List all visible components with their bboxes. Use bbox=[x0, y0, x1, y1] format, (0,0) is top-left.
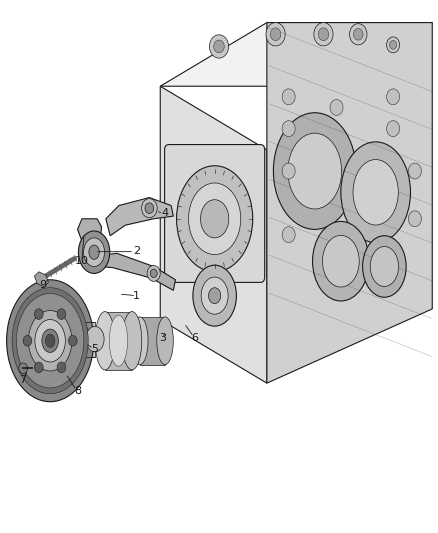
Ellipse shape bbox=[131, 317, 148, 365]
Text: 6: 6 bbox=[191, 333, 198, 343]
Ellipse shape bbox=[201, 277, 228, 314]
Circle shape bbox=[266, 22, 285, 46]
Ellipse shape bbox=[46, 334, 55, 348]
Ellipse shape bbox=[341, 142, 410, 243]
Ellipse shape bbox=[201, 200, 229, 238]
Circle shape bbox=[387, 120, 399, 136]
Circle shape bbox=[330, 100, 343, 115]
Ellipse shape bbox=[313, 221, 369, 301]
Text: 2: 2 bbox=[133, 246, 140, 256]
Ellipse shape bbox=[84, 238, 105, 266]
Ellipse shape bbox=[208, 288, 221, 304]
Ellipse shape bbox=[89, 245, 99, 260]
Ellipse shape bbox=[353, 159, 398, 225]
Circle shape bbox=[209, 35, 229, 58]
Circle shape bbox=[387, 89, 399, 105]
Ellipse shape bbox=[16, 294, 84, 388]
Polygon shape bbox=[78, 219, 102, 243]
Ellipse shape bbox=[71, 322, 89, 348]
Circle shape bbox=[68, 335, 77, 346]
Ellipse shape bbox=[288, 133, 342, 209]
Text: 7: 7 bbox=[19, 375, 26, 385]
Ellipse shape bbox=[86, 326, 104, 352]
Ellipse shape bbox=[193, 265, 237, 326]
Text: 10: 10 bbox=[75, 256, 89, 266]
Circle shape bbox=[350, 23, 367, 45]
Circle shape bbox=[150, 269, 157, 278]
Circle shape bbox=[282, 163, 295, 179]
Circle shape bbox=[35, 362, 43, 373]
Ellipse shape bbox=[363, 236, 406, 297]
Ellipse shape bbox=[322, 236, 359, 287]
Text: 3: 3 bbox=[159, 333, 166, 343]
Text: 1: 1 bbox=[133, 290, 140, 301]
Ellipse shape bbox=[370, 246, 399, 287]
Circle shape bbox=[318, 28, 329, 41]
Circle shape bbox=[387, 37, 399, 53]
Polygon shape bbox=[105, 312, 132, 370]
Ellipse shape bbox=[157, 317, 173, 365]
Ellipse shape bbox=[177, 166, 253, 272]
Text: 9: 9 bbox=[39, 280, 46, 290]
Circle shape bbox=[282, 227, 295, 243]
Ellipse shape bbox=[110, 316, 127, 366]
Ellipse shape bbox=[122, 312, 142, 370]
Ellipse shape bbox=[42, 329, 58, 352]
Ellipse shape bbox=[78, 231, 110, 273]
Text: 4: 4 bbox=[161, 208, 168, 219]
Polygon shape bbox=[160, 22, 432, 86]
Ellipse shape bbox=[95, 312, 115, 370]
Circle shape bbox=[353, 28, 363, 40]
Circle shape bbox=[314, 22, 333, 46]
Circle shape bbox=[147, 265, 160, 281]
FancyBboxPatch shape bbox=[165, 144, 265, 282]
Polygon shape bbox=[35, 272, 48, 287]
Circle shape bbox=[141, 199, 157, 217]
Circle shape bbox=[282, 89, 295, 105]
Polygon shape bbox=[267, 22, 432, 383]
Circle shape bbox=[57, 362, 66, 373]
Circle shape bbox=[270, 28, 281, 41]
Polygon shape bbox=[80, 322, 95, 357]
Circle shape bbox=[214, 40, 224, 53]
Circle shape bbox=[282, 120, 295, 136]
Circle shape bbox=[19, 363, 28, 374]
Polygon shape bbox=[106, 198, 173, 236]
Ellipse shape bbox=[28, 311, 72, 371]
Ellipse shape bbox=[273, 113, 356, 229]
Ellipse shape bbox=[188, 183, 241, 255]
Ellipse shape bbox=[35, 319, 65, 362]
Circle shape bbox=[35, 309, 43, 319]
Ellipse shape bbox=[12, 288, 88, 394]
Circle shape bbox=[57, 309, 66, 319]
Text: 8: 8 bbox=[74, 386, 81, 396]
Circle shape bbox=[23, 335, 32, 346]
Polygon shape bbox=[160, 86, 267, 383]
Circle shape bbox=[145, 203, 154, 214]
Polygon shape bbox=[98, 253, 176, 290]
Ellipse shape bbox=[7, 280, 94, 402]
Circle shape bbox=[408, 163, 421, 179]
Circle shape bbox=[389, 41, 397, 49]
Circle shape bbox=[408, 211, 421, 227]
Text: 5: 5 bbox=[92, 344, 99, 354]
Polygon shape bbox=[140, 317, 165, 365]
